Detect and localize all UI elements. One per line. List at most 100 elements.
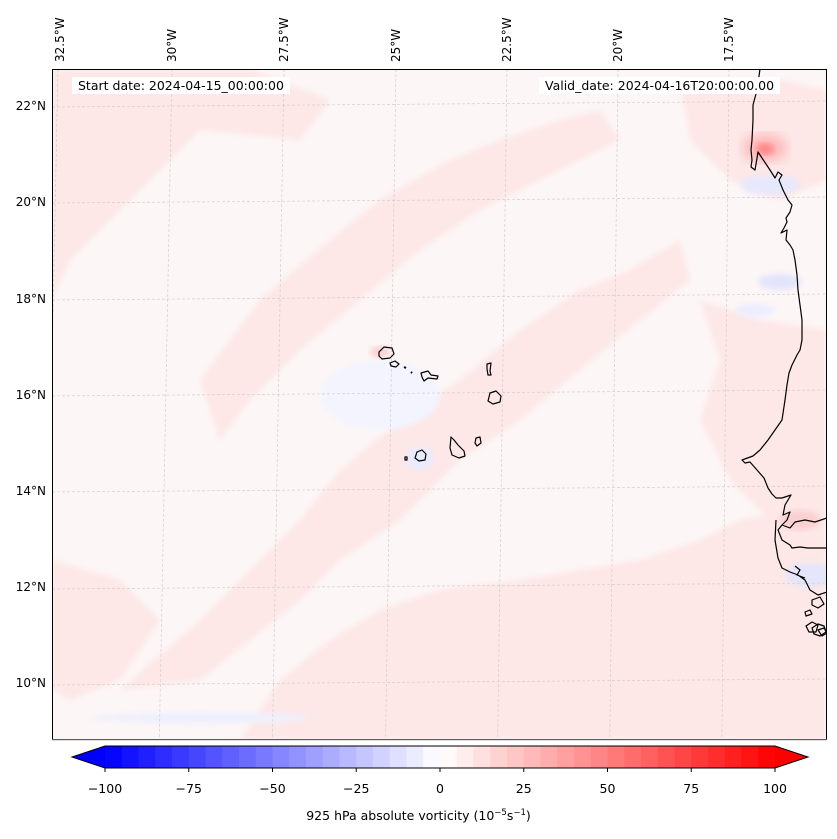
valid-date-label: Valid_date: 2024-04-16T20:00:00.00	[539, 77, 781, 94]
field-patch	[120, 240, 690, 690]
lat-label: 22°N	[15, 99, 46, 113]
field-patch-negative	[735, 303, 775, 317]
field-patch-negative	[758, 274, 802, 290]
meridian-gridline	[272, 69, 285, 740]
island-santo-antao	[378, 346, 395, 360]
colorbar-segment	[574, 746, 592, 768]
africa-coastline	[741, 69, 827, 549]
colorbar-segment	[406, 746, 424, 768]
africa-coastline-south	[774, 517, 827, 637]
colorbar-segment	[456, 746, 475, 768]
colorbar-segment	[339, 746, 357, 768]
colorbar-segment	[473, 746, 491, 768]
colorbar-segment	[322, 746, 341, 768]
colorbar-segment	[758, 746, 776, 768]
colorbar-segment	[724, 746, 743, 768]
colorbar-segment	[356, 746, 374, 768]
colorbar	[70, 745, 810, 769]
colorbar-segment	[490, 746, 508, 768]
field-patch	[52, 560, 160, 700]
colorbar-label: 925 hPa absolute vorticity (10−5s−1)	[0, 808, 837, 823]
meridian-gridline	[52, 69, 59, 378]
colorbar-segment	[172, 746, 190, 768]
colorbar-segment	[205, 746, 223, 768]
field-patch-negative	[90, 712, 310, 724]
parallel-gridline	[52, 485, 827, 493]
colorbar-segment	[306, 746, 324, 768]
meridian-gridline	[609, 69, 619, 740]
colorbar-segment	[590, 746, 609, 768]
colorbar-segment	[607, 746, 625, 768]
negative-patches	[90, 175, 827, 724]
colorbar-label-exp1: −5	[494, 808, 507, 818]
colorbar-segment	[373, 746, 391, 768]
colorbar-segment	[138, 746, 156, 768]
island-santiago	[449, 436, 466, 459]
lat-label: 18°N	[15, 292, 46, 306]
gridlines	[52, 69, 827, 740]
small-hotspot	[370, 346, 390, 358]
colorbar-segment	[674, 746, 692, 768]
colorbar-tick-label: 25	[515, 781, 532, 796]
island-branco	[410, 371, 413, 374]
field-patch-negative	[406, 446, 434, 470]
island-brava	[404, 456, 408, 461]
colorbar-segment	[121, 746, 140, 768]
bijagos-islands	[805, 621, 827, 637]
field-patch	[52, 69, 330, 300]
lat-label: 14°N	[15, 484, 46, 498]
colorbar-extend-high	[775, 746, 808, 768]
lat-label: 20°N	[15, 195, 46, 209]
colorbar-segment	[272, 746, 290, 768]
colorbar-segment	[557, 746, 575, 768]
colorbar-tick-label: 0	[436, 781, 444, 796]
island-fogo	[414, 449, 427, 462]
meridian-gridline	[158, 69, 173, 740]
colorbar-segment	[540, 746, 558, 768]
colorbar-segment	[691, 746, 709, 768]
colorbar-segment	[657, 746, 676, 768]
meridian-gridline	[721, 69, 730, 740]
island-santa-luzia	[403, 366, 407, 369]
field-patch	[700, 300, 827, 520]
hotspots	[370, 134, 820, 530]
colorbar-segment	[255, 746, 274, 768]
field-patch	[200, 110, 620, 440]
colorbar-tick-label: −75	[175, 781, 202, 796]
colorbar-tick-label: 75	[683, 781, 700, 796]
small-hotspot	[780, 510, 820, 530]
colorbar-tick-label: −50	[259, 781, 286, 796]
island-sao-vicente	[389, 360, 400, 368]
colorbar-segment	[507, 746, 525, 768]
colorbar-segment	[741, 746, 759, 768]
field-patch-negative	[785, 563, 827, 587]
lon-label: 20°W	[611, 28, 625, 62]
colorbar-segment	[440, 746, 458, 768]
cape-blanc-hotspot-core	[756, 143, 774, 155]
parallel-gridline	[52, 582, 827, 590]
colorbar-label-mid: s	[506, 808, 514, 824]
parallel-gridline	[52, 678, 827, 686]
colorbar-extend-low	[72, 746, 105, 768]
colorbar-segment	[188, 746, 207, 768]
colorbar-tick-label: 50	[599, 781, 616, 796]
coastlines	[378, 69, 827, 637]
lat-label: 12°N	[15, 580, 46, 594]
parallel-gridline	[52, 100, 827, 108]
colorbar-tick-label: −25	[343, 781, 370, 796]
colorbar-segment	[105, 746, 123, 768]
field-patch-negative	[740, 175, 800, 195]
colorbar-segment	[239, 746, 257, 768]
colorbar-segment	[523, 746, 542, 768]
field-patch-negative	[320, 360, 440, 430]
colorbar-label-exp2: −1	[513, 808, 526, 818]
parallel-gridline	[52, 196, 827, 204]
colorbar-ticks	[104, 768, 776, 772]
colorbar-segment	[222, 746, 240, 768]
lat-label: 10°N	[15, 676, 46, 690]
meridian-gridline	[385, 69, 397, 740]
colorbar-segment	[289, 746, 307, 768]
colorbar-label-prefix: 925 hPa absolute vorticity (10	[306, 808, 495, 824]
vorticity-field	[52, 69, 827, 740]
